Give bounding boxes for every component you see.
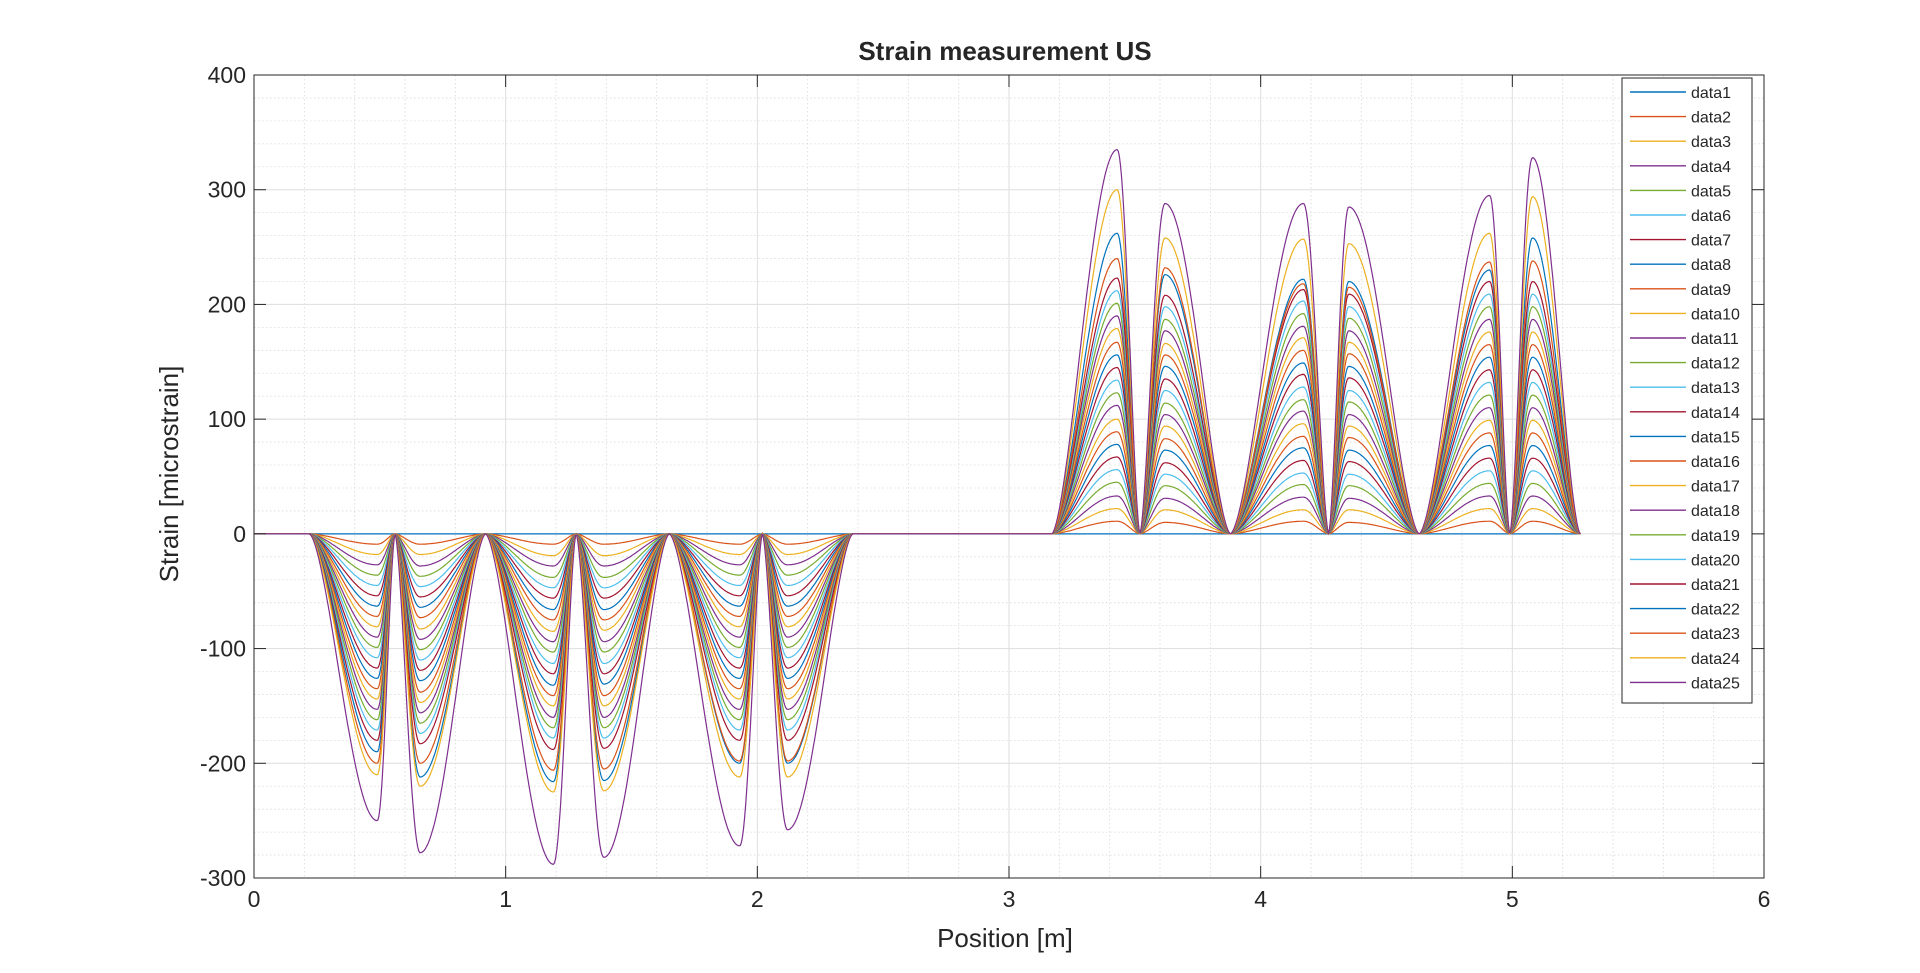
- legend-label-data23: data23: [1691, 626, 1740, 643]
- x-tick-label: 2: [751, 886, 764, 912]
- y-tick-labels: -300 -200 -100 0 100 200 300 400: [200, 62, 246, 891]
- y-tick-label: -200: [200, 750, 246, 776]
- legend-label-data6: data6: [1691, 208, 1731, 225]
- legend-label-data9: data9: [1691, 282, 1731, 299]
- x-tick-label: 1: [499, 886, 512, 912]
- legend-label-data15: data15: [1691, 429, 1740, 446]
- legend-label-data24: data24: [1691, 651, 1740, 668]
- y-tick-label: -100: [200, 636, 246, 662]
- axis-ticks: [253, 74, 1765, 879]
- legend-label-data20: data20: [1691, 552, 1740, 569]
- legend-label-data3: data3: [1691, 134, 1731, 151]
- y-tick-label: 300: [208, 177, 246, 203]
- y-tick-label: 200: [208, 291, 246, 317]
- legend-label-data22: data22: [1691, 602, 1740, 619]
- legend-label-data16: data16: [1691, 454, 1740, 471]
- x-tick-label: 4: [1254, 886, 1267, 912]
- legend-label-data8: data8: [1691, 257, 1731, 274]
- series-group: [254, 148, 1581, 865]
- plot-area: 0 1 2 3 4 5 6 -300 -200 -100 0 100 200 300 400: [200, 62, 1770, 912]
- legend-label-data25: data25: [1691, 675, 1740, 692]
- legend-box: [1621, 77, 1753, 704]
- legend-label-data18: data18: [1691, 503, 1740, 520]
- legend-label-data10: data10: [1691, 306, 1740, 323]
- x-axis-label: Position [m]: [937, 923, 1073, 953]
- minor-grid: [254, 75, 1764, 878]
- legend-label-data19: data19: [1691, 528, 1740, 545]
- legend-label-data1: data1: [1691, 85, 1731, 102]
- legend-label-data4: data4: [1691, 159, 1731, 176]
- legend-label-data5: data5: [1691, 183, 1731, 200]
- legend-label-data11: data11: [1691, 331, 1739, 348]
- legend[interactable]: data1 data2 data3 data4 data5 data6 data7 data8…: [1621, 77, 1753, 704]
- legend-label-data17: data17: [1691, 479, 1740, 496]
- x-tick-label: 3: [1003, 886, 1016, 912]
- x-tick-labels: 0 1 2 3 4 5 6: [248, 886, 1771, 912]
- chart-title: Strain measurement US: [858, 36, 1151, 66]
- series-line-data25: [254, 148, 1581, 865]
- legend-label-data12: data12: [1691, 356, 1740, 373]
- legend-label-data7: data7: [1691, 233, 1731, 250]
- legend-label-data21: data21: [1691, 577, 1740, 594]
- y-tick-label: 0: [233, 521, 246, 547]
- y-tick-label: -300: [200, 865, 246, 891]
- legend-label-data13: data13: [1691, 380, 1740, 397]
- x-tick-label: 0: [248, 886, 261, 912]
- legend-label-data2: data2: [1691, 110, 1731, 127]
- x-tick-label: 5: [1506, 886, 1519, 912]
- x-tick-label: 6: [1758, 886, 1771, 912]
- y-tick-label: 400: [208, 62, 246, 88]
- y-axis-label: Strain [microstrain]: [154, 366, 184, 583]
- y-tick-label: 100: [208, 406, 246, 432]
- legend-label-data14: data14: [1691, 405, 1740, 422]
